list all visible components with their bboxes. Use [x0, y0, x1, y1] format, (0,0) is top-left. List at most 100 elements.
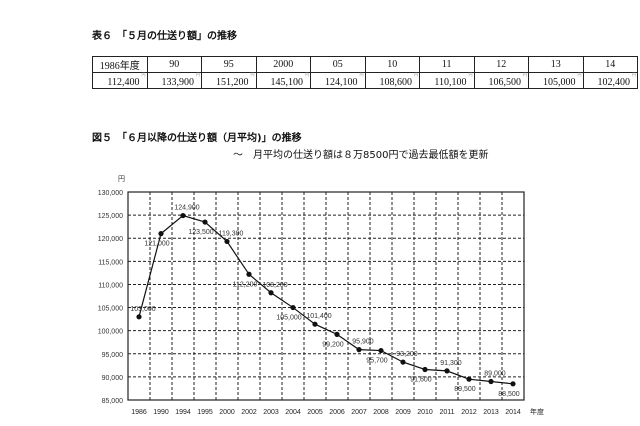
x-tick-label: 2005 — [307, 409, 323, 416]
plot-frame — [127, 191, 525, 401]
x-tick-label: 2012 — [461, 409, 477, 416]
yen-mark: 円 — [577, 72, 582, 77]
table-value: 108,600 — [379, 77, 413, 88]
data-label: 95,700 — [366, 358, 388, 365]
data-point — [422, 366, 428, 373]
x-axis-unit: 年度 — [530, 407, 544, 416]
x-tick-label: 2008 — [373, 409, 389, 416]
yen-mark: 円 — [414, 72, 418, 77]
x-tick-label: 1990 — [153, 409, 169, 416]
yen-mark: 円 — [523, 72, 527, 77]
data-point — [400, 359, 406, 365]
x-tick-label: 2013 — [483, 409, 499, 416]
data-point — [466, 376, 472, 382]
yen-mark: 円 — [250, 72, 255, 77]
data-label: 88,500 — [498, 391, 520, 398]
x-tick-label: 2009 — [395, 409, 411, 416]
table-value: 110,100 — [434, 77, 467, 88]
data-label: 112,200 — [233, 281, 258, 288]
data-point — [180, 212, 186, 219]
table-value-cell: 105,000 円 — [528, 72, 584, 89]
table-value: 151,200 — [216, 77, 249, 88]
data-point — [510, 381, 516, 387]
table-value: 124,100 — [325, 77, 358, 88]
data-label: 124,900 — [174, 205, 199, 212]
table-value-cell: 151,200 円 — [201, 72, 257, 89]
data-point — [356, 347, 362, 353]
table-value: 145,100 — [270, 77, 304, 88]
yen-mark: 円 — [632, 72, 636, 77]
data-label: 123,500 — [188, 229, 213, 236]
y-tick-label: 110,000 — [98, 282, 123, 289]
data-label: 91,600 — [410, 376, 432, 383]
data-point — [334, 331, 340, 337]
data-label: 89,000 — [484, 371, 506, 378]
y-tick-label: 130,000 — [98, 190, 123, 197]
data-point — [202, 219, 208, 225]
data-point — [136, 314, 142, 320]
table-value-cell: 145,100 円 — [255, 72, 311, 89]
table-value: 112,400 — [107, 77, 140, 88]
data-label: 108,200 — [262, 282, 287, 289]
yen-mark: 円 — [196, 72, 200, 77]
x-tick-label: 2007 — [351, 409, 367, 416]
figure-title: 図５ 「６月以降の仕送り額（月平均)」の推移 — [92, 133, 302, 144]
data-point — [444, 368, 450, 374]
y-tick-label: 90,000 — [102, 375, 124, 382]
x-tick-label: 2002 — [241, 409, 257, 416]
y-tick-label: 95,000 — [102, 352, 124, 359]
y-tick-label: 125,000 — [98, 213, 123, 220]
yen-mark: 円 — [468, 72, 473, 77]
data-label: 89,500 — [454, 386, 476, 393]
data-label: 119,300 — [219, 230, 244, 237]
data-point — [378, 347, 384, 354]
table-may-allowance: 1986年度 90 95 2000 05 10 11 12 13 14 112,400 円 133,9… — [92, 56, 638, 89]
data-label: 95,900 — [352, 339, 374, 346]
data-point — [488, 378, 494, 385]
y-tick-label: 100,000 — [98, 329, 123, 336]
x-tick-label: 2011 — [439, 409, 454, 416]
x-tick-label: 2004 — [285, 409, 301, 416]
y-tick-label: 120,000 — [98, 236, 123, 243]
x-tick-label: 2014 — [505, 409, 521, 416]
table-value-row: 112,400 円 133,900 円 151,200 円 145,100 円 124,100 円… — [92, 72, 638, 89]
data-label: 105,000 — [276, 315, 301, 322]
y-tick-label: 105,000 — [98, 306, 123, 313]
x-tick-label: 1995 — [197, 409, 213, 416]
table-value-cell: 108,600 円 — [364, 72, 420, 89]
figure-subtitle: ～ 月平均の仕送り額は８万8500円で過去最低額を更新 — [233, 150, 489, 161]
table-value-cell: 124,100 円 — [310, 72, 366, 89]
data-point — [246, 271, 252, 277]
y-tick-label: 85,000 — [102, 398, 124, 405]
data-label: 103,000 — [130, 306, 155, 313]
table-value: 106,500 — [488, 77, 522, 88]
y-tick-label: 115,000 — [98, 259, 123, 266]
x-tick-label: 1994 — [175, 409, 191, 416]
table-value-cell: 102,400 円 — [582, 72, 638, 89]
x-tick-label: 2000 — [219, 409, 235, 416]
yen-mark: 円 — [141, 72, 146, 77]
data-point — [224, 238, 230, 245]
data-label: 99,200 — [322, 341, 344, 348]
x-tick-label: 2003 — [263, 409, 279, 416]
x-tick-label: 1986 — [131, 409, 147, 416]
table-value-cell: 112,400 円 — [92, 72, 148, 89]
table-value: 105,000 — [543, 77, 576, 88]
data-point — [312, 321, 318, 327]
data-point — [268, 290, 274, 296]
x-tick-label: 2010 — [417, 409, 433, 416]
table-title: 表６ 「５月の仕送り額」の推移 — [92, 31, 237, 42]
data-label: 91,300 — [440, 360, 462, 367]
y-axis-unit: 円 — [118, 175, 125, 183]
data-point — [158, 231, 164, 237]
data-label: 101,400 — [306, 313, 331, 320]
yen-mark: 円 — [359, 72, 364, 77]
x-tick-label: 2006 — [329, 409, 345, 416]
data-label: 93,200 — [396, 351, 418, 358]
series-line — [138, 214, 514, 385]
data-label: 121,000 — [144, 241, 169, 248]
table-value: 133,900 — [161, 77, 195, 88]
data-point — [290, 304, 296, 311]
table-value: 102,400 — [597, 77, 631, 88]
